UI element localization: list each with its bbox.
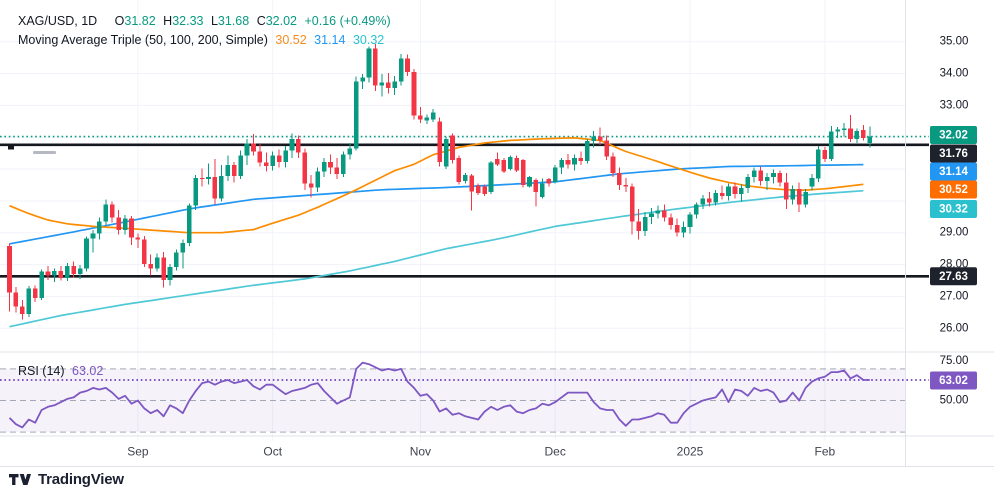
svg-text:27.63: 27.63 xyxy=(939,271,968,283)
price-badge-63.02: 63.02 xyxy=(930,371,977,390)
symbol-legend[interactable]: XAG/USD, 1D O31.82 H32.33 L31.68 C32.02 … xyxy=(18,14,395,28)
change-value: +0.16 (+0.49%) xyxy=(304,14,391,28)
ohlc-low-value: 31.68 xyxy=(217,14,250,28)
time-axis-label: Sep xyxy=(127,445,149,459)
tradingview-logo[interactable]: TradingView xyxy=(9,471,124,488)
price-badge-31.14: 31.14 xyxy=(930,162,977,181)
ohlc-close-label: C xyxy=(256,14,266,28)
price-axis-label: 29.00 xyxy=(940,227,969,239)
ma-indicator-legend[interactable]: Moving Average Triple (50, 100, 200, Sim… xyxy=(18,33,388,47)
svg-text:63.02: 63.02 xyxy=(939,375,968,387)
tradingview-logo-text: TradingView xyxy=(38,471,124,488)
moving-average-lines xyxy=(9,137,864,328)
ma50-value: 30.52 xyxy=(275,33,307,47)
time-axis-label: Nov xyxy=(410,445,431,459)
symbol-title: XAG/USD, 1D xyxy=(18,14,98,28)
price-badge-27.63: 27.63 xyxy=(930,267,977,286)
ohlc-close-value: 32.02 xyxy=(265,14,297,28)
axes: Sep Oct Nov Dec 2025 Feb 35.00 34.00 33.00 29.00 2… xyxy=(0,0,994,467)
rsi-axis-label: 75.00 xyxy=(940,355,969,367)
trendline-handle xyxy=(8,144,14,150)
rsi-indicator-legend[interactable]: RSI (14) 63.02 xyxy=(18,364,107,378)
rsi-line xyxy=(8,361,870,429)
ohlc-high-value: 32.33 xyxy=(172,14,204,28)
price-badge-30.32: 30.32 xyxy=(930,200,977,218)
price-badge-31.76: 31.76 xyxy=(930,144,977,163)
rsi-indicator-title: RSI (14) xyxy=(18,364,65,378)
time-axis-label: Oct xyxy=(263,445,282,459)
svg-text:32.02: 32.02 xyxy=(939,130,968,142)
price-scale[interactable] xyxy=(906,0,994,467)
price-axis-label: 27.00 xyxy=(940,290,969,302)
tradingview-logo-icon xyxy=(9,474,31,485)
rsi-band xyxy=(0,368,906,433)
ohlc-open-value: 31.82 xyxy=(124,14,156,28)
price-axis-label: 35.00 xyxy=(940,36,969,48)
rsi-axis-label: 50.00 xyxy=(940,395,969,407)
time-axis-label: 2025 xyxy=(677,445,704,459)
ma-50-line xyxy=(9,137,864,234)
price-badge-30.52: 30.52 xyxy=(930,180,977,199)
artifact-dash xyxy=(33,151,56,154)
svg-text:31.76: 31.76 xyxy=(939,148,968,160)
price-axis-label: 33.00 xyxy=(940,99,969,111)
time-scale[interactable] xyxy=(0,436,906,467)
price-axis-label: 26.00 xyxy=(940,322,969,334)
price-badge-32.02: 32.02 xyxy=(930,126,977,144)
ma-200-line xyxy=(9,189,864,328)
candlesticks xyxy=(7,44,873,320)
svg-text:30.32: 30.32 xyxy=(939,204,968,216)
ohlc-low-label: L xyxy=(210,14,218,28)
ma100-value: 31.14 xyxy=(314,33,346,47)
svg-text:30.52: 30.52 xyxy=(939,184,968,196)
ma200-value: 30.32 xyxy=(352,33,385,47)
time-axis-label: Dec xyxy=(545,445,566,459)
ma-indicator-title: Moving Average Triple (50, 100, 200, Sim… xyxy=(18,33,268,47)
ma-100-line xyxy=(9,163,864,245)
ohlc-open-label: O xyxy=(114,14,125,28)
ohlc-high-label: H xyxy=(163,14,173,28)
price-axis-label: 34.00 xyxy=(940,68,969,80)
time-axis-label: Feb xyxy=(814,445,835,459)
horizontal-trendlines[interactable] xyxy=(0,135,929,381)
svg-text:31.14: 31.14 xyxy=(939,166,968,178)
rsi-value: 63.02 xyxy=(72,364,104,378)
